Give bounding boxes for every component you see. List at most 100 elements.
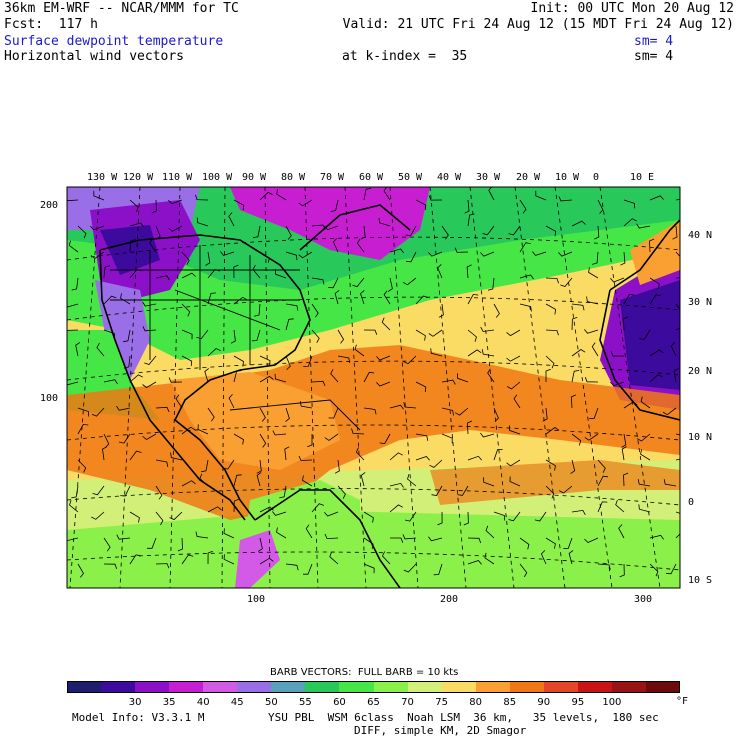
wind-barb	[259, 355, 271, 366]
wind-barb	[509, 476, 521, 487]
wind-barb	[568, 550, 574, 565]
wind-barb	[542, 407, 548, 422]
wind-barb	[207, 550, 213, 565]
wind-barb	[592, 251, 599, 265]
wind-barb	[220, 251, 235, 256]
lat-label: 10 N	[688, 432, 713, 443]
wind-barb	[558, 251, 573, 257]
wind-barb	[487, 368, 495, 383]
wind-barb	[142, 326, 157, 332]
wind-barb	[354, 344, 365, 357]
color-bar-swatch	[271, 681, 306, 693]
wind-barb	[129, 269, 142, 279]
wind-barb	[69, 500, 79, 513]
wind-barb	[584, 377, 599, 383]
wind-barb	[77, 225, 87, 239]
wind-barb	[196, 217, 209, 227]
wind-barb	[329, 551, 339, 565]
wind-barb	[430, 348, 443, 357]
wind-barb	[285, 303, 299, 311]
wind-barb	[129, 222, 144, 228]
wind-barb	[103, 265, 111, 279]
wind-barb	[103, 537, 111, 552]
wind-barb	[464, 199, 470, 214]
wind-barb	[120, 485, 131, 497]
wind-barb	[383, 290, 391, 305]
wind-barb	[303, 355, 313, 367]
wind-barb	[403, 563, 417, 573]
x-tick-200: 200	[440, 594, 459, 605]
wind-barb	[376, 381, 391, 387]
color-bar-swatch	[339, 681, 374, 693]
wind-barb	[545, 355, 555, 369]
wind-barb	[177, 537, 183, 552]
wind-barb	[356, 238, 365, 253]
wind-barb	[597, 563, 611, 570]
wind-barb	[584, 433, 599, 441]
wind-barb	[545, 277, 559, 284]
wind-barb	[545, 485, 555, 499]
lon-label: 50 W	[398, 172, 423, 183]
wind-barb	[305, 524, 313, 539]
wind-barb	[586, 296, 599, 305]
wind-barb	[123, 355, 131, 369]
wind-barb	[233, 498, 240, 513]
wind-barb	[622, 316, 628, 331]
wind-barb	[142, 433, 157, 440]
wind-barb	[589, 407, 599, 419]
wind-barb	[233, 296, 248, 305]
wind-barb	[363, 563, 375, 574]
lat-label: 10 S	[688, 575, 713, 586]
wind-barb	[199, 473, 209, 487]
wind-barb	[233, 370, 242, 383]
color-bar-swatch	[67, 681, 102, 693]
wind-barb	[285, 355, 291, 370]
lon-label: 60 W	[359, 172, 384, 183]
wind-barb	[256, 459, 262, 474]
wind-barb	[77, 459, 87, 473]
wind-barb	[675, 303, 680, 317]
field2-smoothing: sm= 4	[634, 49, 674, 64]
wind-barb	[545, 368, 551, 382]
wind-barb	[621, 433, 627, 448]
wind-barb	[230, 329, 236, 344]
color-bar-swatch	[169, 681, 204, 693]
lon-label: 40 W	[437, 172, 462, 183]
wind-barb	[519, 537, 530, 550]
wind-barb	[382, 551, 391, 565]
wind-barb	[324, 433, 339, 441]
x-tick-100: 100	[247, 594, 266, 605]
wind-barb	[168, 199, 183, 205]
lon-label: 10 E	[630, 172, 655, 183]
wind-barb	[204, 368, 209, 383]
lat-label: 40 N	[688, 230, 713, 241]
wind-barb	[675, 511, 680, 514]
wind-barb	[493, 407, 499, 422]
lon-label: 0	[593, 172, 600, 183]
wind-barb	[259, 375, 274, 383]
color-bar-label: 75	[435, 697, 448, 708]
wind-barb	[233, 474, 242, 487]
wind-barb	[571, 349, 586, 357]
color-bar-label: 50	[264, 697, 278, 708]
unit-label: °F	[676, 696, 689, 707]
wind-barb	[407, 474, 417, 487]
wind-barb	[534, 511, 547, 522]
wind-barb	[91, 407, 105, 417]
lat-label: 30 N	[688, 297, 713, 308]
wind-barb	[621, 446, 627, 461]
wind-barb	[535, 190, 547, 201]
wind-barb	[403, 355, 417, 365]
lon-label: 20 W	[516, 172, 541, 183]
wind-barb	[360, 290, 365, 305]
wind-barb	[181, 426, 196, 435]
wind-barb	[311, 329, 320, 343]
wind-barb	[559, 485, 573, 494]
wind-barb	[175, 394, 183, 409]
wind-barb	[506, 381, 521, 390]
wind-barb	[129, 374, 143, 383]
wind-barb	[251, 329, 261, 342]
wind-barb	[337, 329, 345, 344]
wind-barb	[640, 449, 651, 461]
